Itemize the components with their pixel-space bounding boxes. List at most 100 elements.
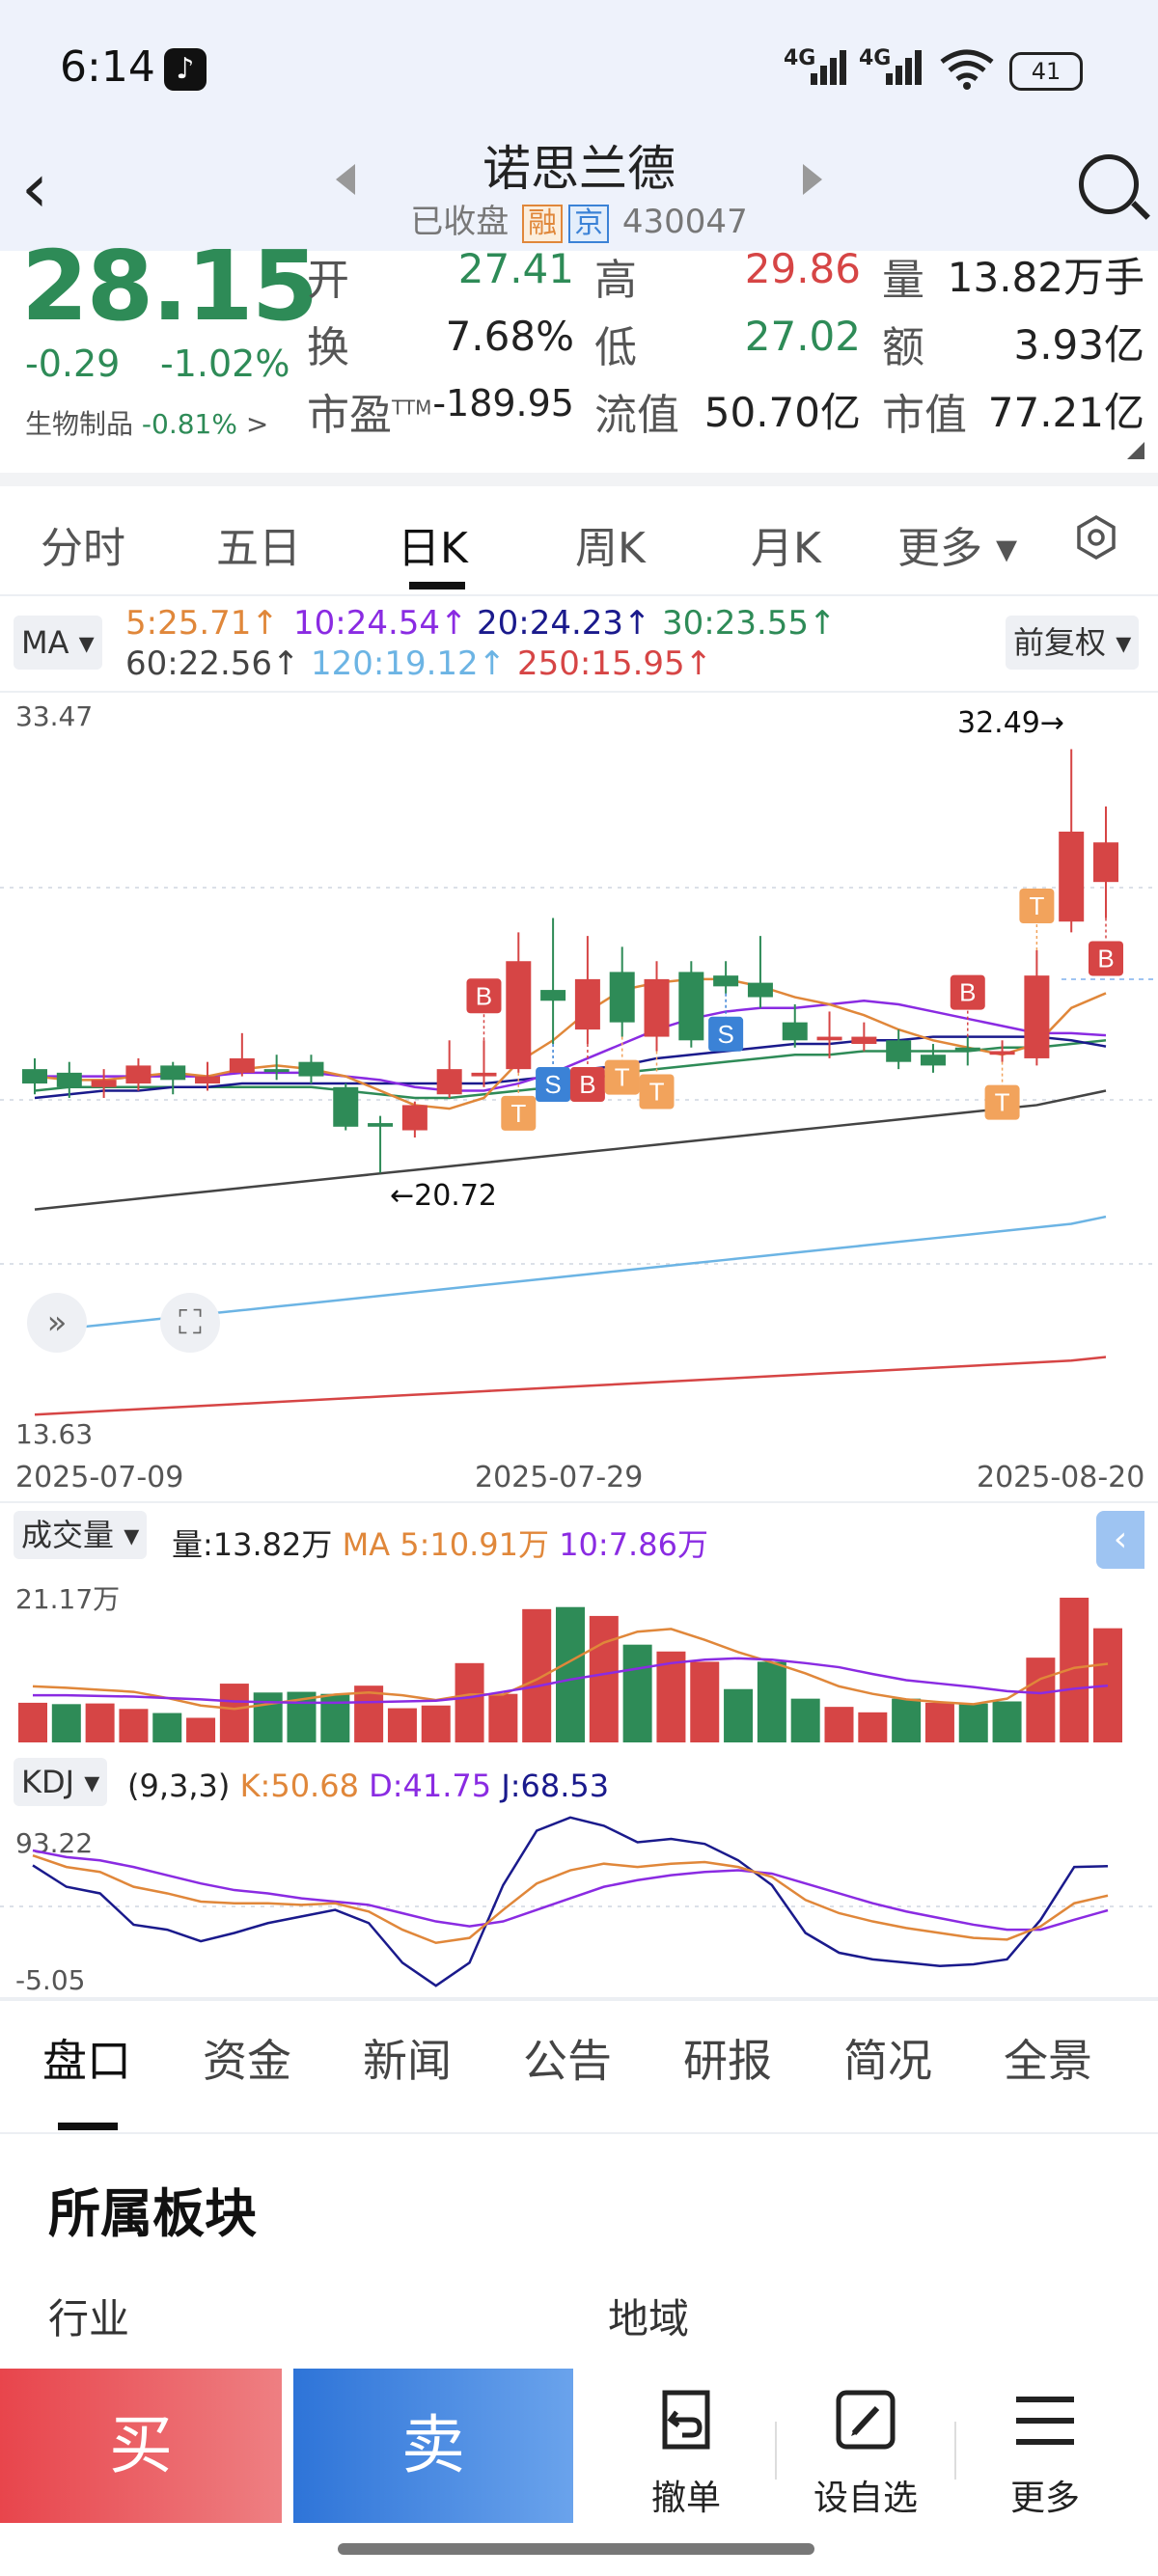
action-separator-2 (954, 2422, 956, 2480)
float-cap-label: 流值 (594, 391, 679, 440)
kdj-j-line (32, 1816, 1109, 1987)
ma-legend-item-0: 5:25.71↑ (125, 604, 279, 643)
low-value: 27.02 (744, 313, 861, 360)
region-label: 地域 (608, 2295, 690, 2343)
candle-body (401, 1105, 427, 1131)
candle-body (1024, 975, 1050, 1058)
candle-body (22, 1069, 47, 1084)
fullscreen-icon[interactable]: ⛶ (160, 1293, 220, 1353)
date-start: 2025-07-09 (15, 1461, 184, 1494)
volume-bar-14 (488, 1693, 518, 1742)
signal-label: B (579, 1070, 595, 1099)
kdj-separator (0, 1997, 1158, 2001)
kdj-chart[interactable] (0, 1814, 1158, 1997)
chart-settings-icon[interactable] (1073, 514, 1119, 561)
cancel-order-label: 撤单 (650, 2479, 721, 2518)
side-panel-toggle-icon[interactable]: ‹ (1096, 1511, 1144, 1569)
signal-bars-1-icon (811, 50, 849, 89)
prev-stock-arrow-icon[interactable] (336, 164, 355, 195)
signal-label: T (995, 1088, 1010, 1117)
candle-23 (816, 1011, 842, 1058)
wifi-icon (940, 49, 994, 90)
candle-27 (954, 1036, 980, 1066)
candle-10 (368, 1115, 394, 1173)
exchange-tag: 京 (568, 205, 610, 243)
period-tab-2[interactable]: 日K (398, 524, 468, 573)
detail-tab-4[interactable]: 研报 (683, 2035, 772, 2087)
volume-bar-3 (119, 1709, 149, 1742)
volume-chart[interactable] (0, 1573, 1158, 1746)
signal-badge (1019, 889, 1055, 924)
candle-body (747, 982, 773, 998)
expand-chart-icon[interactable]: » (27, 1293, 87, 1353)
next-stock-arrow-icon[interactable] (803, 164, 822, 195)
candle-body (229, 1057, 255, 1073)
signal-marker-5: T (639, 1051, 675, 1110)
detail-tab-3[interactable]: 公告 (523, 2035, 612, 2087)
ma-legend-item-3: 30:23.55↑ (662, 604, 837, 643)
detail-tab-6[interactable]: 全景 (1004, 2035, 1092, 2087)
ma60-line (34, 1089, 1107, 1211)
period-tab-4[interactable]: 月K (751, 524, 821, 573)
signal-marker-3: B (569, 1044, 605, 1103)
pe-value: -189.95 (432, 382, 574, 425)
menu-icon (1016, 2397, 1074, 2445)
candle-18 (644, 961, 670, 1052)
candle-19 (678, 961, 704, 1048)
volume-bar-26 (892, 1698, 922, 1742)
candle-21 (747, 936, 773, 1008)
candle-1 (56, 1061, 82, 1098)
adjust-selector[interactable]: 前复权 ▾ (1006, 616, 1140, 670)
detail-tab-underline (58, 2123, 118, 2130)
candle-13 (471, 1040, 497, 1087)
detail-tab-5[interactable]: 简况 (843, 2035, 932, 2087)
more-actions-button[interactable]: 更多 (973, 2383, 1117, 2520)
ma-selector[interactable]: MA ▾ (14, 616, 102, 670)
cancel-order-button[interactable]: 撤单 (614, 2383, 758, 2520)
signal-badge (536, 1067, 571, 1103)
period-tab-0[interactable]: 分时 (41, 524, 125, 573)
add-watchlist-button[interactable]: 设自选 (793, 2383, 938, 2520)
volume-bar-25 (858, 1712, 888, 1742)
volume-label: 量 (882, 256, 924, 305)
candle-body (195, 1076, 221, 1084)
signal-badge (639, 1074, 675, 1110)
market-cap-value: 77.21亿 (987, 389, 1144, 436)
volume-bar-7 (253, 1692, 283, 1742)
kdj-d-line (32, 1849, 1109, 1932)
candle-29 (1024, 950, 1050, 1066)
detail-tab-2[interactable]: 新闻 (363, 2035, 452, 2087)
candle-14 (506, 932, 532, 1073)
period-tab-3[interactable]: 周K (575, 524, 646, 573)
status-time: 6:14 (60, 42, 155, 92)
volume-selector[interactable]: 成交量 ▾ (14, 1511, 148, 1559)
low-label: 低 (594, 323, 637, 372)
candle-body (333, 1086, 359, 1127)
kdj-header: (9,3,3) K:50.68 D:41.75 J:68.53 (127, 1768, 610, 1804)
quote-panel (0, 251, 1158, 473)
signal-label: B (476, 981, 492, 1010)
signal-marker-0: B (466, 978, 502, 1041)
open-label: 开 (307, 256, 349, 305)
period-tab-5[interactable]: 更多 ▾ (897, 524, 1018, 573)
search-icon[interactable] (1079, 154, 1139, 214)
sector-link[interactable]: 生物制品 -0.81% > (25, 403, 268, 442)
detail-tab-0[interactable]: 盘口 (42, 2035, 131, 2087)
expand-corner-icon[interactable] (1127, 442, 1144, 459)
kdj-selector[interactable]: KDJ ▾ (14, 1758, 108, 1806)
detail-tab-1[interactable]: 资金 (203, 2035, 291, 2087)
volume-divider (0, 1501, 1158, 1503)
volume-value: 13.82万手 (947, 254, 1144, 301)
signal-marker-10: B (1089, 918, 1123, 976)
buy-button[interactable]: 买 (0, 2369, 282, 2523)
ma-legend-item-1: 10:24.54↑ (293, 604, 468, 643)
candle-body (1059, 831, 1085, 922)
period-tab-1[interactable]: 五日 (216, 524, 301, 573)
ma-legend-item-4: 60:22.56↑ (125, 644, 300, 683)
candle-26 (920, 1044, 946, 1073)
candle-20 (713, 961, 739, 994)
sell-button[interactable]: 卖 (293, 2369, 573, 2523)
tabs-divider (0, 594, 1158, 596)
back-button[interactable]: ‹ (21, 149, 48, 228)
